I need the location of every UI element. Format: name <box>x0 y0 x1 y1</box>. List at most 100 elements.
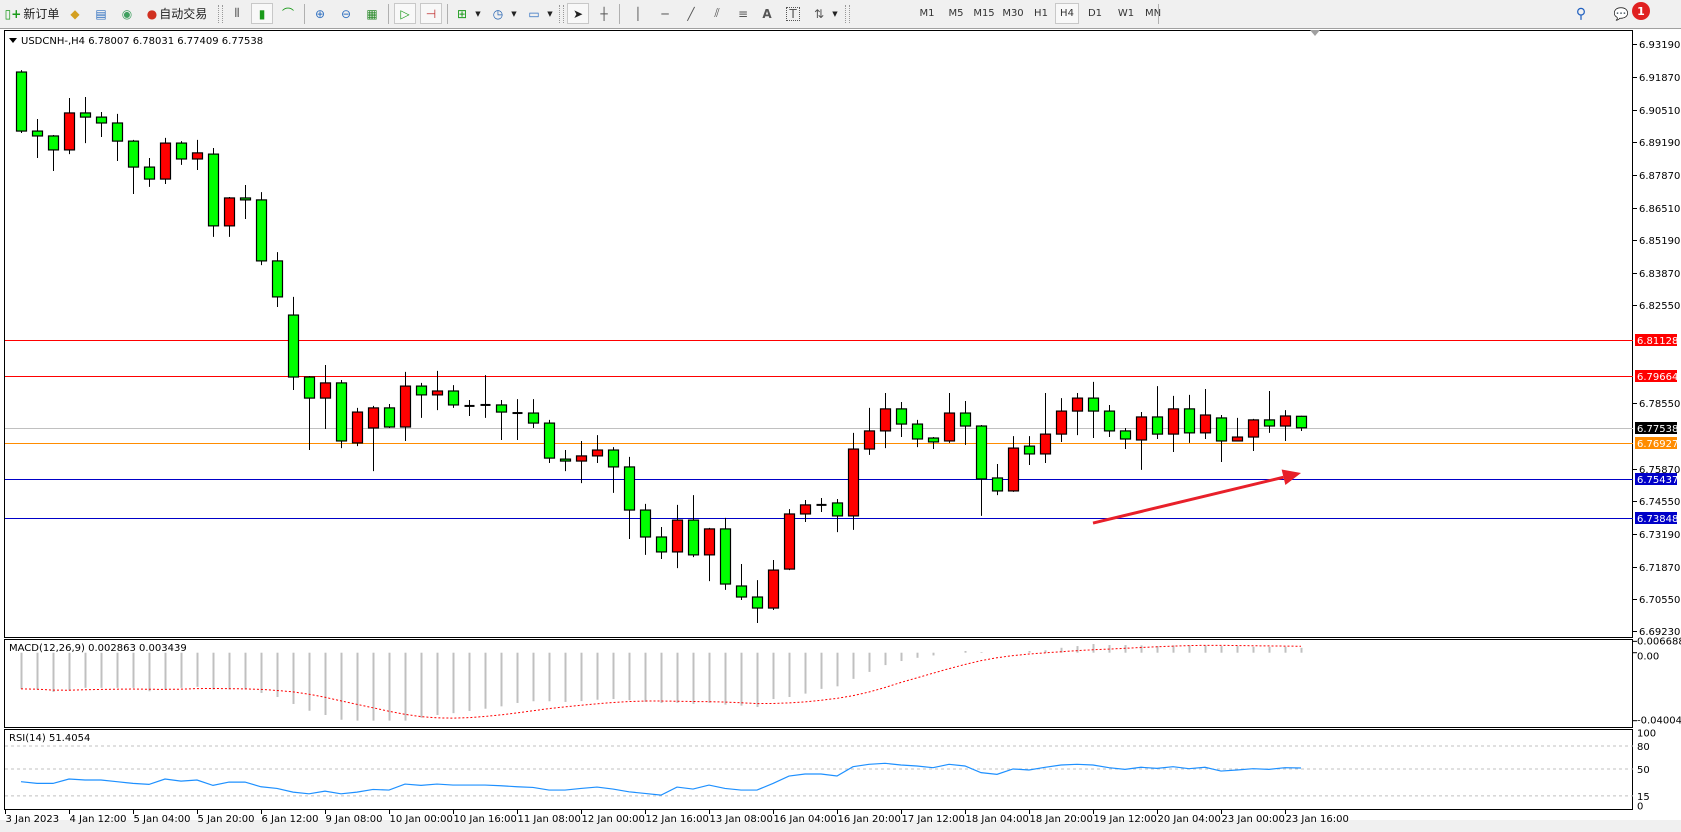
trend-arrow-head-icon[interactable] <box>1281 469 1301 486</box>
price-tick-label: 6.83870 <box>1639 269 1680 280</box>
signals-button[interactable]: ◉ <box>116 3 138 24</box>
timeframe-w1[interactable]: W1 <box>1117 8 1135 19</box>
chart-shift-button[interactable]: ⊣ <box>420 3 442 24</box>
trend-arrow-shaft[interactable] <box>1092 475 1284 525</box>
indicators-button[interactable]: ⊞ <box>451 3 473 24</box>
main-panel-frame <box>4 30 1633 638</box>
candle-body <box>639 509 652 538</box>
bar-chart-button[interactable]: ⫴ <box>226 3 248 24</box>
candle-body <box>143 166 156 180</box>
tile-windows-button[interactable]: ▦ <box>361 3 383 24</box>
candle-body <box>239 197 252 201</box>
crosshair-button[interactable]: ┼ <box>593 3 615 24</box>
timeframe-mn[interactable]: MN <box>1144 8 1162 19</box>
candle-body <box>255 199 268 262</box>
text-button[interactable]: A <box>756 3 778 24</box>
cursor-icon: ➤ <box>572 6 584 21</box>
candle-body <box>927 437 940 443</box>
candle-body <box>63 112 76 151</box>
timeframe-d1[interactable]: D1 <box>1087 8 1103 19</box>
candle <box>335 379 348 449</box>
candle <box>559 450 572 472</box>
zoom-out-button[interactable]: ⊖ <box>335 3 357 24</box>
chevron-down-icon: ▼ <box>511 9 517 18</box>
candle <box>495 400 508 440</box>
toolbar-grip[interactable] <box>218 5 223 23</box>
price-tick-label: 6.73190 <box>1639 530 1680 541</box>
candle <box>1247 418 1260 452</box>
candle <box>159 137 172 184</box>
time-label: 9 Jan 08:00 <box>326 814 383 825</box>
time-label: 5 Jan 04:00 <box>134 814 191 825</box>
candle <box>623 456 636 539</box>
chart-shift-marker[interactable] <box>1310 30 1320 36</box>
timeframe-m30[interactable]: M30 <box>1002 8 1024 19</box>
periods-button[interactable]: ◷ <box>487 3 509 24</box>
time-label: 16 Jan 20:00 <box>838 814 901 825</box>
fibonacci-button[interactable]: ≡ <box>732 3 754 24</box>
market-watch-button[interactable]: ◆ <box>64 3 86 24</box>
price-tick-label: 6.71870 <box>1639 563 1680 574</box>
channel-button[interactable]: ⫽ <box>706 3 728 24</box>
templates-dropdown[interactable]: ▼ <box>546 3 554 24</box>
candle-body <box>175 142 188 160</box>
toolbar-grip[interactable] <box>845 5 850 23</box>
candle <box>447 385 460 408</box>
arrows-dropdown[interactable]: ▼ <box>831 3 839 24</box>
search-button[interactable]: ⚲ <box>1570 3 1592 24</box>
price-level-tag <box>1635 473 1677 485</box>
data-window-button[interactable]: ▤ <box>90 3 112 24</box>
candle <box>527 399 540 428</box>
auto-trading-button[interactable]: ● 自动交易 <box>142 3 212 24</box>
candle <box>575 440 588 484</box>
text-label-button[interactable]: T <box>782 3 804 24</box>
candle <box>111 113 124 161</box>
time-label: 6 Jan 12:00 <box>262 814 319 825</box>
timeframe-m5[interactable]: M5 <box>948 8 964 19</box>
candle-body <box>1023 445 1036 455</box>
candle <box>1295 415 1308 431</box>
vertical-line-button[interactable]: │ <box>627 3 649 24</box>
candle-body <box>719 528 732 585</box>
candle-body <box>671 519 684 553</box>
arrows-button[interactable]: ⇅ <box>808 3 830 24</box>
candle-body <box>1119 430 1132 440</box>
timeframe-m15[interactable]: M15 <box>973 8 995 19</box>
candle-body <box>911 423 924 440</box>
messages-button[interactable]: 💬 <box>1610 3 1632 24</box>
line-chart-icon: ⌒ <box>281 7 294 21</box>
zoom-in-button[interactable]: ⊕ <box>309 3 331 24</box>
candle <box>383 403 396 428</box>
candle-body <box>271 260 284 298</box>
templates-button[interactable]: ▭ <box>523 3 545 24</box>
toolbar-grip[interactable] <box>559 5 564 23</box>
tile-icon: ▦ <box>366 6 378 21</box>
timeframe-m1[interactable]: M1 <box>919 8 935 19</box>
timeframe-h4[interactable]: H4 <box>1055 3 1079 24</box>
cursor-button[interactable]: ➤ <box>567 3 589 24</box>
timeframe-h1[interactable]: H1 <box>1034 8 1048 19</box>
trendline-button[interactable]: ╱ <box>680 3 702 24</box>
candle <box>431 370 444 411</box>
new-order-icon: ▯+ <box>4 6 22 21</box>
candle <box>367 405 380 472</box>
horizontal-line-button[interactable]: ─ <box>654 3 676 24</box>
new-order-button[interactable]: ▯+ 新订单 <box>4 3 60 24</box>
line-chart-button[interactable]: ⌒ <box>277 3 299 24</box>
candle <box>15 70 28 134</box>
price-level-tag <box>1635 512 1677 524</box>
indicators-dropdown[interactable]: ▼ <box>474 3 482 24</box>
chart-menu-triangle-icon[interactable] <box>9 38 17 43</box>
candle-body <box>879 408 892 432</box>
candle <box>143 158 156 187</box>
auto-scroll-button[interactable]: ▷ <box>394 3 416 24</box>
text-icon: A <box>762 6 772 21</box>
periods-dropdown[interactable]: ▼ <box>510 3 518 24</box>
time-label: 13 Jan 08:00 <box>710 814 773 825</box>
candle <box>816 498 827 513</box>
candlestick-button[interactable]: ▮ <box>251 3 273 24</box>
candle-body <box>287 314 300 378</box>
candle <box>1103 404 1116 438</box>
rsi-tick-label: 15 <box>1637 792 1650 803</box>
